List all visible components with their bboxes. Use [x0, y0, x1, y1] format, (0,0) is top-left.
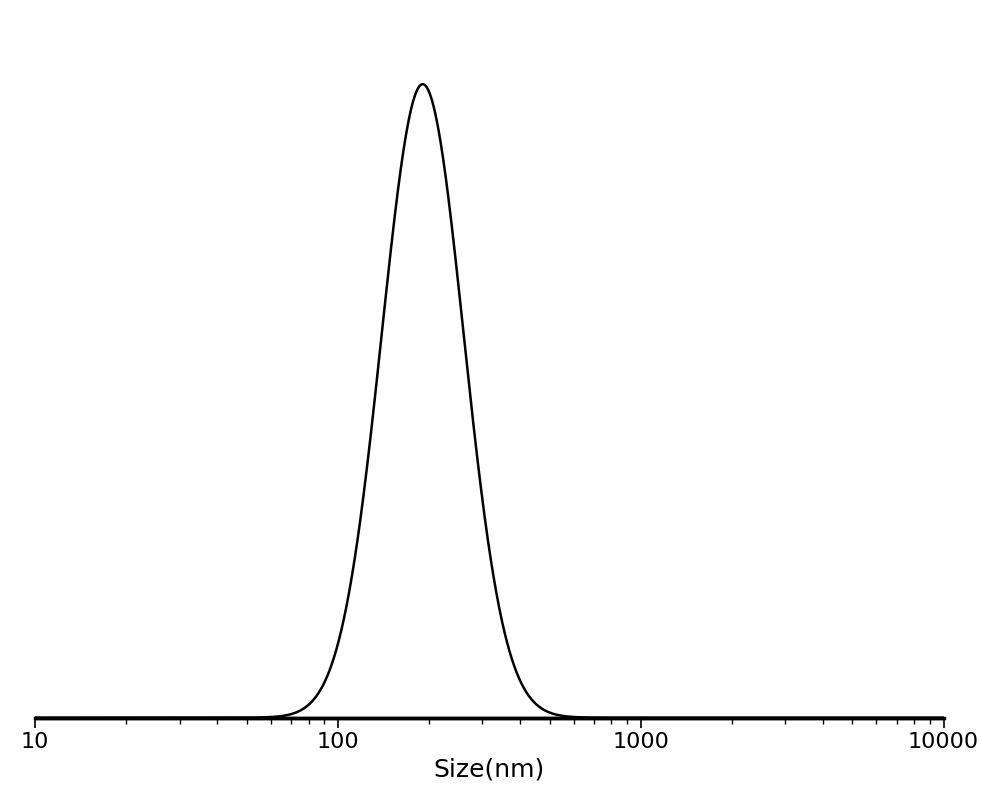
X-axis label: Size(nm): Size(nm) — [434, 757, 545, 782]
